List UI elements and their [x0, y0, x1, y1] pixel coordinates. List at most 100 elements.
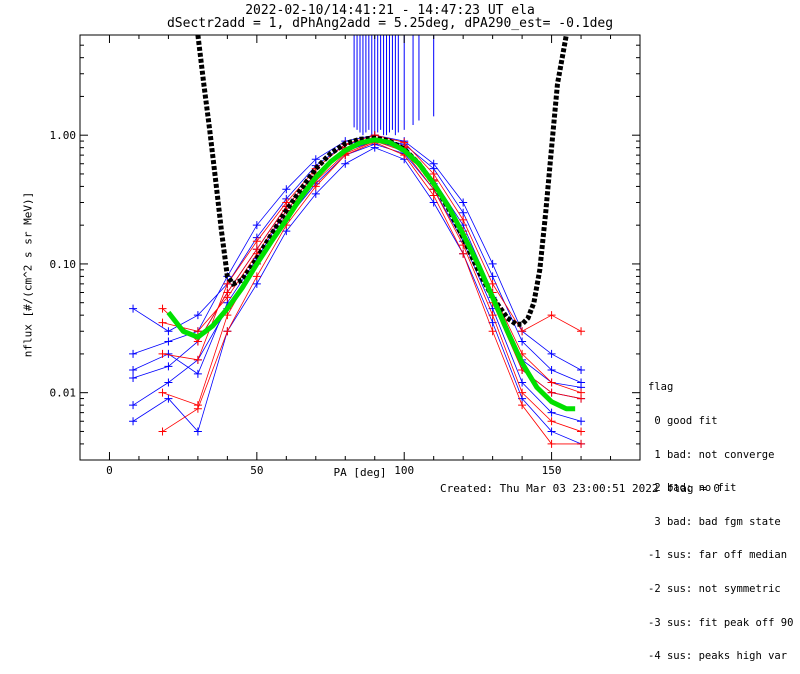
- data-point: [518, 337, 527, 346]
- data-point: [252, 245, 261, 254]
- data-point: [429, 198, 438, 207]
- data-point: [193, 355, 202, 364]
- legend-item: 1 bad: not converge: [648, 448, 775, 461]
- data-point: [164, 362, 173, 371]
- data-point: [129, 349, 138, 358]
- data-point: [547, 378, 556, 387]
- data-point: [193, 427, 202, 436]
- legend-item: 0 good fit: [648, 415, 718, 428]
- data-point: [459, 215, 468, 224]
- data-point: [488, 272, 497, 281]
- data-point: [193, 327, 202, 336]
- model-line: [195, 35, 569, 327]
- data-point: [577, 439, 586, 448]
- data-point: [164, 378, 173, 387]
- created-timestamp: Created: Thu Mar 03 23:00:51 2022: [440, 482, 659, 495]
- data-point: [311, 189, 320, 198]
- fit-curve: [166, 137, 576, 412]
- data-point: [429, 159, 438, 168]
- data-point: [577, 417, 586, 426]
- x-tick-label: 50: [250, 464, 263, 477]
- data-point: [577, 378, 586, 387]
- series-line: [132, 147, 582, 445]
- x-axis-label: PA [deg]: [333, 466, 387, 479]
- y-tick-label: 0.01: [50, 387, 77, 400]
- series-line: [132, 143, 582, 422]
- data-point: [518, 327, 527, 336]
- data-point: [547, 311, 556, 320]
- data-point: [282, 185, 291, 194]
- y-tick-label: 1.00: [50, 129, 77, 142]
- data-point: [518, 388, 527, 397]
- data-point: [129, 417, 138, 426]
- data-point: [488, 311, 497, 320]
- data-point: [158, 427, 167, 436]
- data-point: [488, 259, 497, 268]
- data-point: [459, 249, 468, 258]
- data-point: [158, 304, 167, 313]
- data-point: [129, 401, 138, 410]
- data-point: [158, 318, 167, 327]
- y-tick-label: 0.10: [50, 258, 77, 271]
- data-point: [547, 388, 556, 397]
- data-point: [223, 327, 232, 336]
- data-point: [518, 401, 527, 410]
- data-point: [577, 366, 586, 375]
- data-point: [193, 311, 202, 320]
- legend-item: -1 sus: far off median: [648, 549, 788, 562]
- y-axis-label: nflux [#/(cm^2 s sr MeV)]: [21, 191, 35, 358]
- data-point: [459, 198, 468, 207]
- data-point: [193, 369, 202, 378]
- data-point: [341, 159, 350, 168]
- axis-ticks: 0 50 100 150 0.01 0.10 1.00: [50, 34, 641, 477]
- data-point: [547, 349, 556, 358]
- data-series: [129, 131, 586, 448]
- x-tick-label: 150: [542, 464, 562, 477]
- legend-item: -3 sus: fit peak off 90: [648, 616, 794, 629]
- data-point: [193, 404, 202, 413]
- chart-subtitle: dSectr2add = 1, dPhAng2add = 5.25deg, dP…: [166, 16, 614, 31]
- data-point: [488, 279, 497, 288]
- data-point: [223, 279, 232, 288]
- data-point: [547, 427, 556, 436]
- chart-title: 2022-02-10/14:41:21 - 14:47:23 UT ela: [245, 3, 535, 18]
- flag-legend: flag 0 good fit 1 bad: not converge 2 ba…: [648, 360, 793, 674]
- data-point: [547, 366, 556, 375]
- legend-item: 2 bad: no fit: [648, 482, 737, 495]
- data-point: [164, 337, 173, 346]
- data-point: [158, 349, 167, 358]
- data-point: [429, 169, 438, 178]
- legend-title: flag: [648, 381, 674, 394]
- legend-item: -2 sus: not symmetric: [648, 583, 781, 596]
- x-tick-label: 100: [394, 464, 414, 477]
- legend-item: 3 bad: bad fgm state: [648, 515, 781, 528]
- data-point: [518, 378, 527, 387]
- flag-value: flag = 0: [667, 482, 720, 495]
- data-point: [164, 327, 173, 336]
- data-point: [252, 237, 261, 246]
- data-point: [488, 327, 497, 336]
- axes-frame: [79, 34, 641, 461]
- data-point: [129, 304, 138, 313]
- data-point: [577, 327, 586, 336]
- data-point: [129, 366, 138, 375]
- data-point: [223, 288, 232, 297]
- x-tick-label: 0: [106, 464, 113, 477]
- legend-item: -4 sus: peaks high var: [648, 650, 788, 663]
- data-point: [577, 427, 586, 436]
- data-point: [252, 272, 261, 281]
- data-point: [547, 408, 556, 417]
- data-point: [577, 388, 586, 397]
- chart-plot: 0 50 100 150 0.01 0.10 1.00: [50, 34, 641, 477]
- data-point: [252, 279, 261, 288]
- data-point: [252, 221, 261, 230]
- spike-lines: [353, 35, 435, 136]
- model-curve: [195, 35, 569, 327]
- data-point: [459, 208, 468, 217]
- fit-line: [166, 137, 576, 412]
- data-point: [311, 182, 320, 191]
- data-point: [164, 394, 173, 403]
- data-point: [311, 155, 320, 164]
- data-point: [429, 191, 438, 200]
- data-point: [129, 374, 138, 383]
